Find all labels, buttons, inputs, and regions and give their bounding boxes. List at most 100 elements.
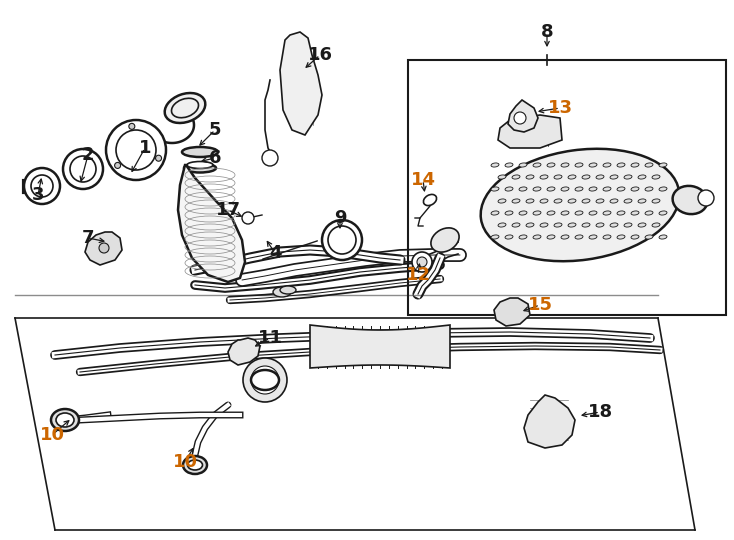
Ellipse shape	[582, 223, 590, 227]
Ellipse shape	[505, 187, 513, 191]
Ellipse shape	[172, 98, 198, 118]
Ellipse shape	[547, 235, 555, 239]
Ellipse shape	[498, 199, 506, 203]
Ellipse shape	[582, 175, 590, 179]
Ellipse shape	[589, 211, 597, 215]
Ellipse shape	[183, 456, 207, 474]
Circle shape	[99, 243, 109, 253]
Ellipse shape	[491, 163, 499, 167]
Ellipse shape	[659, 163, 667, 167]
Circle shape	[698, 190, 714, 206]
Ellipse shape	[596, 199, 604, 203]
Ellipse shape	[498, 175, 506, 179]
Ellipse shape	[164, 93, 206, 123]
Circle shape	[417, 257, 427, 267]
Circle shape	[115, 163, 120, 168]
Ellipse shape	[540, 175, 548, 179]
Ellipse shape	[589, 235, 597, 239]
Text: 15: 15	[528, 296, 553, 314]
Text: 10: 10	[40, 426, 65, 444]
Circle shape	[106, 120, 166, 180]
Ellipse shape	[431, 228, 459, 252]
Ellipse shape	[56, 413, 74, 427]
Ellipse shape	[554, 175, 562, 179]
Ellipse shape	[624, 175, 632, 179]
Ellipse shape	[638, 199, 646, 203]
Ellipse shape	[631, 163, 639, 167]
Circle shape	[242, 212, 254, 224]
Ellipse shape	[575, 163, 583, 167]
Polygon shape	[178, 165, 245, 282]
Text: 1: 1	[139, 139, 151, 157]
Ellipse shape	[610, 199, 618, 203]
Ellipse shape	[617, 235, 625, 239]
Ellipse shape	[547, 187, 555, 191]
Ellipse shape	[491, 235, 499, 239]
Ellipse shape	[554, 223, 562, 227]
Ellipse shape	[491, 187, 499, 191]
Ellipse shape	[519, 187, 527, 191]
Text: 10: 10	[172, 453, 197, 471]
Ellipse shape	[491, 211, 499, 215]
Ellipse shape	[51, 409, 79, 431]
Text: 7: 7	[81, 229, 94, 247]
Ellipse shape	[519, 211, 527, 215]
Ellipse shape	[187, 161, 213, 168]
Circle shape	[262, 150, 278, 166]
Circle shape	[328, 226, 356, 254]
Circle shape	[322, 220, 362, 260]
Ellipse shape	[547, 163, 555, 167]
Ellipse shape	[424, 194, 437, 206]
Ellipse shape	[631, 235, 639, 239]
Ellipse shape	[481, 149, 680, 261]
Circle shape	[129, 123, 135, 130]
Ellipse shape	[512, 175, 520, 179]
Ellipse shape	[498, 223, 506, 227]
Ellipse shape	[624, 199, 632, 203]
Ellipse shape	[187, 460, 203, 470]
Ellipse shape	[575, 187, 583, 191]
Polygon shape	[508, 100, 538, 132]
Ellipse shape	[617, 211, 625, 215]
Text: 9: 9	[334, 209, 346, 227]
Text: 3: 3	[32, 186, 44, 204]
Ellipse shape	[540, 199, 548, 203]
Text: 8: 8	[541, 23, 553, 41]
Ellipse shape	[184, 164, 216, 172]
Text: 13: 13	[548, 99, 573, 117]
Ellipse shape	[547, 211, 555, 215]
Polygon shape	[228, 338, 260, 365]
Text: 12: 12	[405, 266, 431, 284]
Ellipse shape	[617, 187, 625, 191]
Polygon shape	[498, 115, 562, 148]
Ellipse shape	[603, 211, 611, 215]
Ellipse shape	[526, 199, 534, 203]
Ellipse shape	[561, 187, 569, 191]
Ellipse shape	[659, 211, 667, 215]
Ellipse shape	[631, 211, 639, 215]
Ellipse shape	[645, 235, 653, 239]
Ellipse shape	[603, 163, 611, 167]
Circle shape	[31, 175, 53, 197]
Text: 17: 17	[216, 201, 241, 219]
Ellipse shape	[610, 175, 618, 179]
Ellipse shape	[568, 175, 576, 179]
Ellipse shape	[617, 163, 625, 167]
Ellipse shape	[505, 163, 513, 167]
Ellipse shape	[638, 223, 646, 227]
Ellipse shape	[273, 287, 291, 297]
Polygon shape	[85, 232, 122, 265]
Text: 6: 6	[208, 149, 221, 167]
Text: 16: 16	[308, 46, 333, 64]
Ellipse shape	[540, 223, 548, 227]
Ellipse shape	[505, 235, 513, 239]
Polygon shape	[524, 395, 575, 448]
Ellipse shape	[645, 163, 653, 167]
Polygon shape	[494, 298, 530, 326]
Bar	[408, 60, 726, 315]
Ellipse shape	[631, 187, 639, 191]
Circle shape	[412, 252, 432, 272]
Circle shape	[63, 149, 103, 189]
Ellipse shape	[512, 223, 520, 227]
Ellipse shape	[575, 211, 583, 215]
